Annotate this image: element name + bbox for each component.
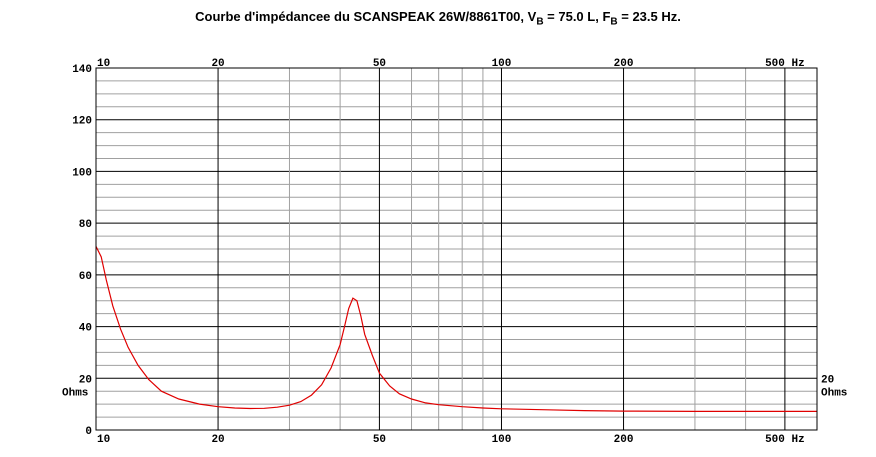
y-tick-label: 80 xyxy=(79,219,92,231)
impedance-curve xyxy=(95,246,817,412)
y-tick-label: 100 xyxy=(72,167,92,179)
chart-title: Courbe d'impédancee du SCANSPEAK 26W/886… xyxy=(195,9,681,28)
x-tick-label-bottom: 100 xyxy=(492,434,512,446)
y-tick-label: 120 xyxy=(72,116,92,128)
x-tick-label-bottom: 50 xyxy=(373,434,386,446)
x-tick-label-top: 500 Hz xyxy=(765,58,805,70)
y-tick-label: 140 xyxy=(72,64,92,76)
y-tick-label: 20 xyxy=(79,374,92,386)
x-tick-label-top: 200 xyxy=(614,58,634,70)
y-tick-label: 40 xyxy=(79,323,92,335)
x-tick-label-top: 50 xyxy=(373,58,386,70)
plot-border xyxy=(95,67,818,431)
x-tick-label-bottom: 10 xyxy=(97,434,110,446)
y-tick-label: 60 xyxy=(79,271,92,283)
x-tick-label-bottom: 500 Hz xyxy=(765,434,805,446)
x-tick-label-bottom: 20 xyxy=(211,434,224,446)
y-unit-label-right: Ohms xyxy=(821,387,847,399)
y-unit-label-left: Ohms xyxy=(62,387,88,399)
x-tick-label-bottom: 200 xyxy=(614,434,634,446)
right-y-tick-label: 20 xyxy=(821,374,834,386)
x-tick-label-top: 10 xyxy=(97,58,110,70)
x-tick-label-top: 100 xyxy=(492,58,512,70)
y-tick-label: 0 xyxy=(85,426,92,438)
x-tick-label-top: 20 xyxy=(211,58,224,70)
